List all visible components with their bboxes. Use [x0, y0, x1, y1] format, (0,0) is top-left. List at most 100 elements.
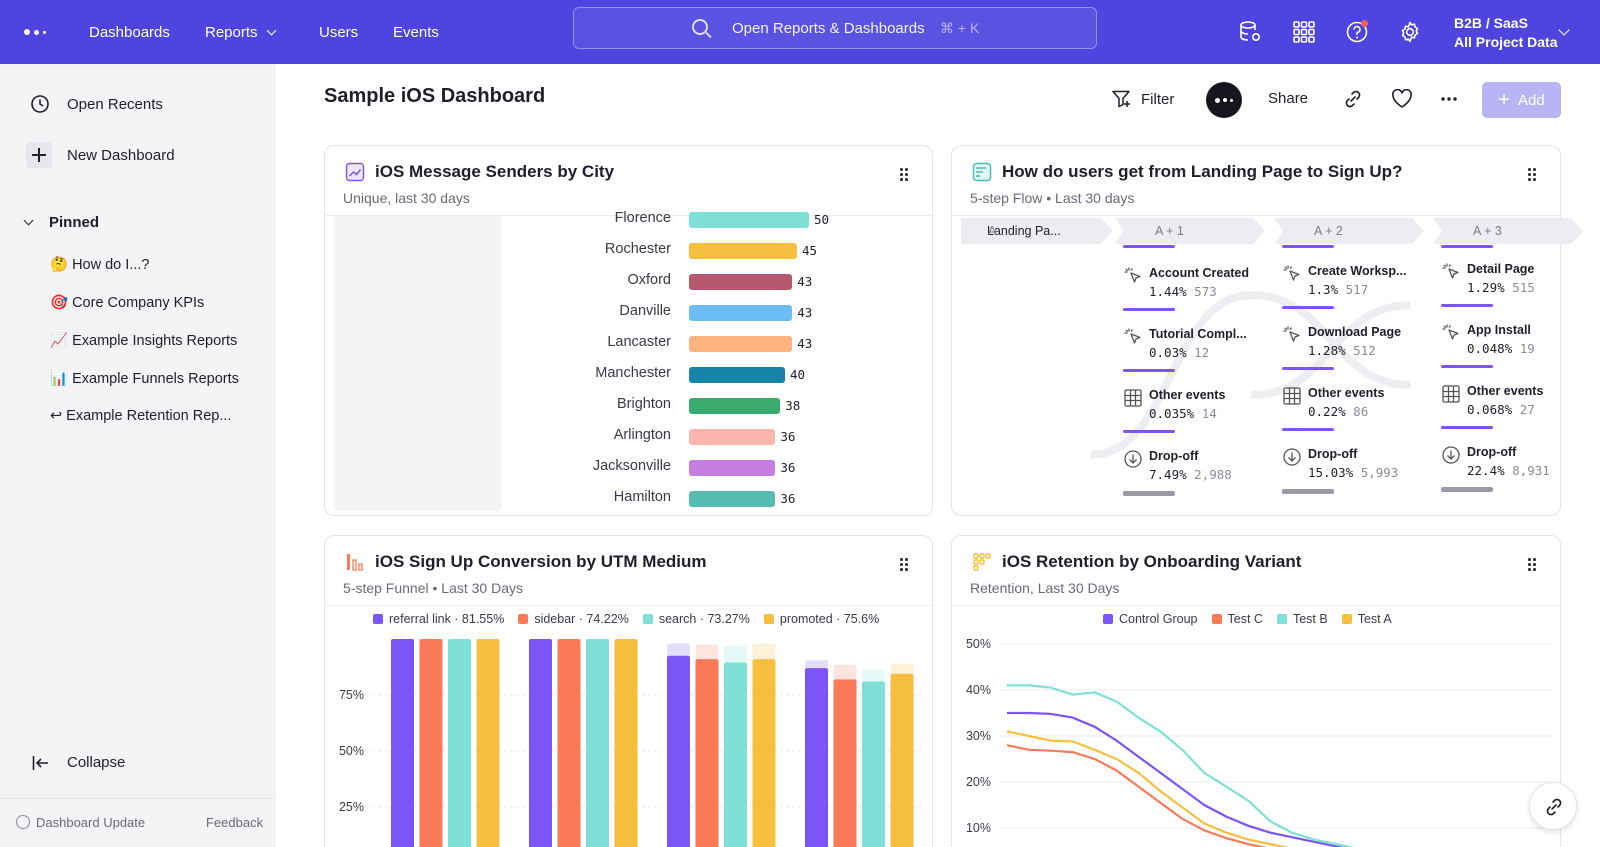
drag-handle-icon[interactable] — [900, 168, 910, 182]
flow-node[interactable]: Account Created 1.44% 573 — [1123, 266, 1263, 314]
nav-events[interactable]: Events — [393, 23, 439, 41]
bar[interactable] — [689, 212, 809, 228]
bar[interactable] — [862, 681, 885, 847]
open-recents-button[interactable]: Open Recents — [30, 94, 163, 114]
flow-node[interactable]: Other events 0.068% 27 — [1441, 384, 1581, 432]
settings-gear-icon[interactable] — [1398, 20, 1422, 44]
pinned-item-retention[interactable]: ↩ Example Retention Rep... — [50, 408, 232, 424]
flow-node-count: 19 — [1519, 341, 1535, 356]
help-icon[interactable] — [1345, 20, 1369, 44]
flow-node[interactable]: Download Page 1.28% 512 — [1282, 325, 1422, 373]
series-line[interactable] — [1006, 730, 1511, 847]
drag-handle-icon[interactable] — [1528, 168, 1538, 182]
flow-node-value: 0.03% 12 — [1149, 345, 1209, 360]
copy-link-button[interactable] — [1529, 782, 1577, 830]
flow-node[interactable]: Tutorial Compl... 0.03% 12 — [1123, 327, 1263, 375]
flow-node-name: Other events — [1149, 388, 1226, 402]
legend-item[interactable]: referral link · 81.55% — [373, 612, 504, 626]
legend-item[interactable]: Test A — [1341, 612, 1392, 626]
nav-reports[interactable]: Reports — [205, 0, 276, 64]
bar[interactable] — [890, 673, 914, 847]
bar[interactable] — [614, 639, 638, 847]
share-button[interactable]: Share — [1268, 90, 1309, 107]
link-icon[interactable] — [1343, 89, 1363, 109]
pinned-item-funnels[interactable]: 📊 Example Funnels Reports — [50, 371, 239, 387]
bar[interactable] — [689, 367, 785, 383]
bar[interactable] — [689, 460, 776, 476]
page-title: Sample iOS Dashboard — [324, 85, 546, 107]
search-input[interactable]: Open Reports & Dashboards ⌘ + K — [573, 7, 1097, 49]
bar[interactable] — [586, 639, 609, 847]
more-options-icon[interactable] — [1440, 96, 1458, 102]
heart-icon[interactable] — [1391, 89, 1413, 109]
pinned-item-how-do-i[interactable]: 🤔 How do I...? — [50, 257, 150, 273]
pinned-item-insights[interactable]: 📈 Example Insights Reports — [50, 333, 238, 349]
bar[interactable] — [805, 668, 828, 847]
card-title[interactable]: iOS Sign Up Conversion by UTM Medium — [375, 552, 707, 571]
data-management-icon[interactable] — [1238, 20, 1262, 44]
collapse-button[interactable]: Collapse — [32, 754, 125, 771]
bar[interactable] — [529, 639, 552, 847]
bar[interactable] — [391, 639, 414, 847]
nav-dashboards[interactable]: Dashboards — [89, 23, 170, 41]
bar[interactable] — [689, 274, 793, 290]
card-city[interactable]: iOS Message Senders by City Unique, last… — [324, 145, 933, 516]
flow-node[interactable]: App Install 0.048% 19 — [1441, 323, 1581, 371]
dashboard-update-link[interactable]: Dashboard Update — [36, 815, 146, 830]
flow-node[interactable]: Create Worksp... 1.3% 517 — [1282, 264, 1422, 312]
flow-node-value: 0.22% 86 — [1308, 404, 1368, 419]
apps-grid-icon[interactable] — [1292, 20, 1316, 44]
flow-node[interactable]: Drop-off 22.4% 8,931 — [1441, 445, 1581, 493]
bar[interactable] — [689, 243, 797, 259]
card-title[interactable]: How do users get from Landing Page to Si… — [1002, 162, 1403, 181]
bar[interactable] — [724, 662, 747, 847]
pinned-section-toggle[interactable]: Pinned — [23, 214, 99, 231]
chevron-down-icon[interactable] — [1558, 24, 1570, 36]
flow-node[interactable]: Drop-off 15.03% 5,993 — [1282, 447, 1422, 495]
pinned-item-core-kpis[interactable]: 🎯 Core Company KPIs — [50, 295, 205, 311]
feedback-link[interactable]: Feedback — [206, 815, 264, 830]
legend-item[interactable]: Test C — [1211, 612, 1263, 626]
bar[interactable] — [689, 491, 776, 507]
series-line[interactable] — [1007, 684, 1511, 847]
drag-handle-icon[interactable] — [1528, 558, 1538, 572]
project-switcher[interactable]: B2B / SaaS All Project Data — [1454, 14, 1557, 52]
drag-handle-icon[interactable] — [900, 558, 910, 572]
bar[interactable] — [695, 659, 719, 847]
divider — [325, 605, 932, 606]
flow-node[interactable]: Other events 0.035% 14 — [1123, 388, 1263, 436]
legend-item[interactable]: promoted · 75.6% — [763, 612, 879, 626]
series-line[interactable] — [1006, 744, 1511, 847]
bar[interactable] — [689, 336, 793, 352]
nav-users[interactable]: Users — [319, 23, 359, 41]
legend-item[interactable]: Control Group — [1103, 612, 1198, 626]
y-tick-label: 10% — [966, 821, 991, 835]
flow-node[interactable]: Drop-off 7.49% 2,988 — [1123, 449, 1263, 497]
filter-button[interactable]: Filter — [1112, 90, 1174, 108]
bar[interactable] — [419, 639, 443, 847]
add-button[interactable]: + Add — [1482, 82, 1561, 118]
avatar[interactable] — [1206, 82, 1242, 118]
bar[interactable] — [689, 429, 776, 445]
bar[interactable] — [689, 305, 793, 321]
flow-node[interactable]: Other events 0.22% 86 — [1282, 386, 1422, 434]
mixpanel-logo[interactable] — [24, 26, 52, 38]
legend-item[interactable]: Test B — [1276, 612, 1328, 626]
bar[interactable] — [557, 639, 581, 847]
bar[interactable] — [476, 639, 500, 847]
new-dashboard-button[interactable]: New Dashboard — [26, 142, 175, 168]
card-retention[interactable]: iOS Retention by Onboarding Variant Rete… — [951, 535, 1561, 847]
legend-item[interactable]: sidebar · 74.22% — [518, 612, 629, 626]
card-title[interactable]: iOS Message Senders by City — [375, 162, 615, 181]
flow-column-header: A + 3 — [1433, 218, 1583, 244]
bar[interactable] — [667, 655, 690, 847]
bar[interactable] — [833, 679, 857, 847]
bar[interactable] — [752, 659, 776, 847]
bar[interactable] — [689, 398, 781, 414]
flow-start-step[interactable]: Landing Pa... — [961, 218, 1113, 244]
legend-item[interactable]: search · 73.27% — [642, 612, 750, 626]
series-line[interactable] — [1007, 711, 1511, 847]
bar[interactable] — [448, 639, 471, 847]
flow-node[interactable]: Detail Page 1.29% 515 — [1441, 262, 1581, 310]
card-title[interactable]: iOS Retention by Onboarding Variant — [1002, 552, 1302, 571]
